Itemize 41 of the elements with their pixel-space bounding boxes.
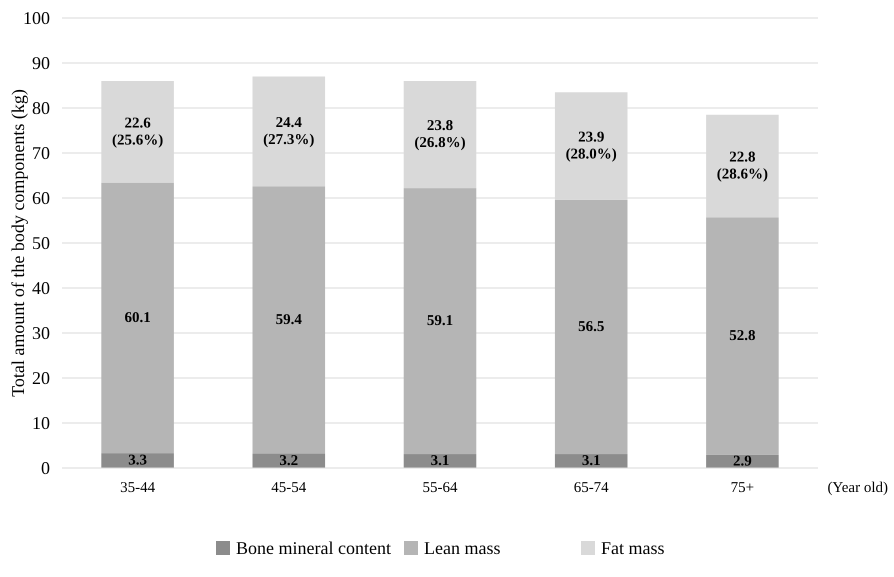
- y-tick-label: 0: [41, 458, 50, 478]
- bar: [252, 186, 326, 454]
- data-label: 2.9: [733, 453, 752, 470]
- legend-label: Fat mass: [601, 538, 665, 558]
- data-label: 3.1: [582, 453, 601, 470]
- x-tick-label: 35-44: [120, 480, 156, 496]
- data-label: 59.4: [276, 312, 302, 328]
- bar: [554, 200, 628, 454]
- x-axis-title: (Year old): [827, 480, 888, 496]
- y-tick-label: 100: [23, 8, 50, 28]
- bar: [706, 217, 779, 455]
- data-label: 23.8 (26.8%): [414, 118, 466, 152]
- y-tick-label: 20: [32, 368, 50, 388]
- y-tick-label: 60: [32, 188, 50, 208]
- bar: [404, 188, 476, 454]
- data-label: 60.1: [124, 310, 151, 326]
- y-tick-label: 40: [32, 278, 50, 298]
- x-tick-label: 65-74: [574, 480, 610, 496]
- x-tick-label: 55-64: [422, 480, 458, 496]
- data-label: 52.8: [729, 328, 756, 344]
- data-label: 3.2: [279, 452, 298, 469]
- y-tick-label: 30: [32, 323, 50, 343]
- x-tick-label: 45-54: [271, 480, 307, 496]
- y-axis-title: Total amount of the body components (kg): [8, 89, 28, 397]
- y-tick-label: 90: [32, 53, 50, 73]
- legend-label: Bone mineral content: [236, 538, 391, 558]
- y-tick-label: 50: [32, 233, 50, 253]
- y-tick-label: 70: [32, 143, 50, 163]
- data-label: 56.5: [578, 318, 604, 335]
- data-label: 22.6 (25.6%): [112, 115, 164, 148]
- legend-label: Lean mass: [424, 538, 500, 558]
- x-tick-label: 75+: [730, 480, 754, 496]
- y-tick-label: 10: [32, 413, 50, 433]
- y-tick-label: 80: [32, 98, 50, 118]
- data-label: 3.1: [430, 453, 450, 470]
- data-label: 59.1: [426, 313, 454, 330]
- data-label: 24.4 (27.3%): [263, 114, 314, 148]
- bar: [101, 182, 174, 454]
- data-label: 3.3: [128, 452, 147, 469]
- data-label: 22.8 (28.6%): [716, 150, 768, 183]
- data-label: 23.9 (28.0%): [566, 130, 617, 163]
